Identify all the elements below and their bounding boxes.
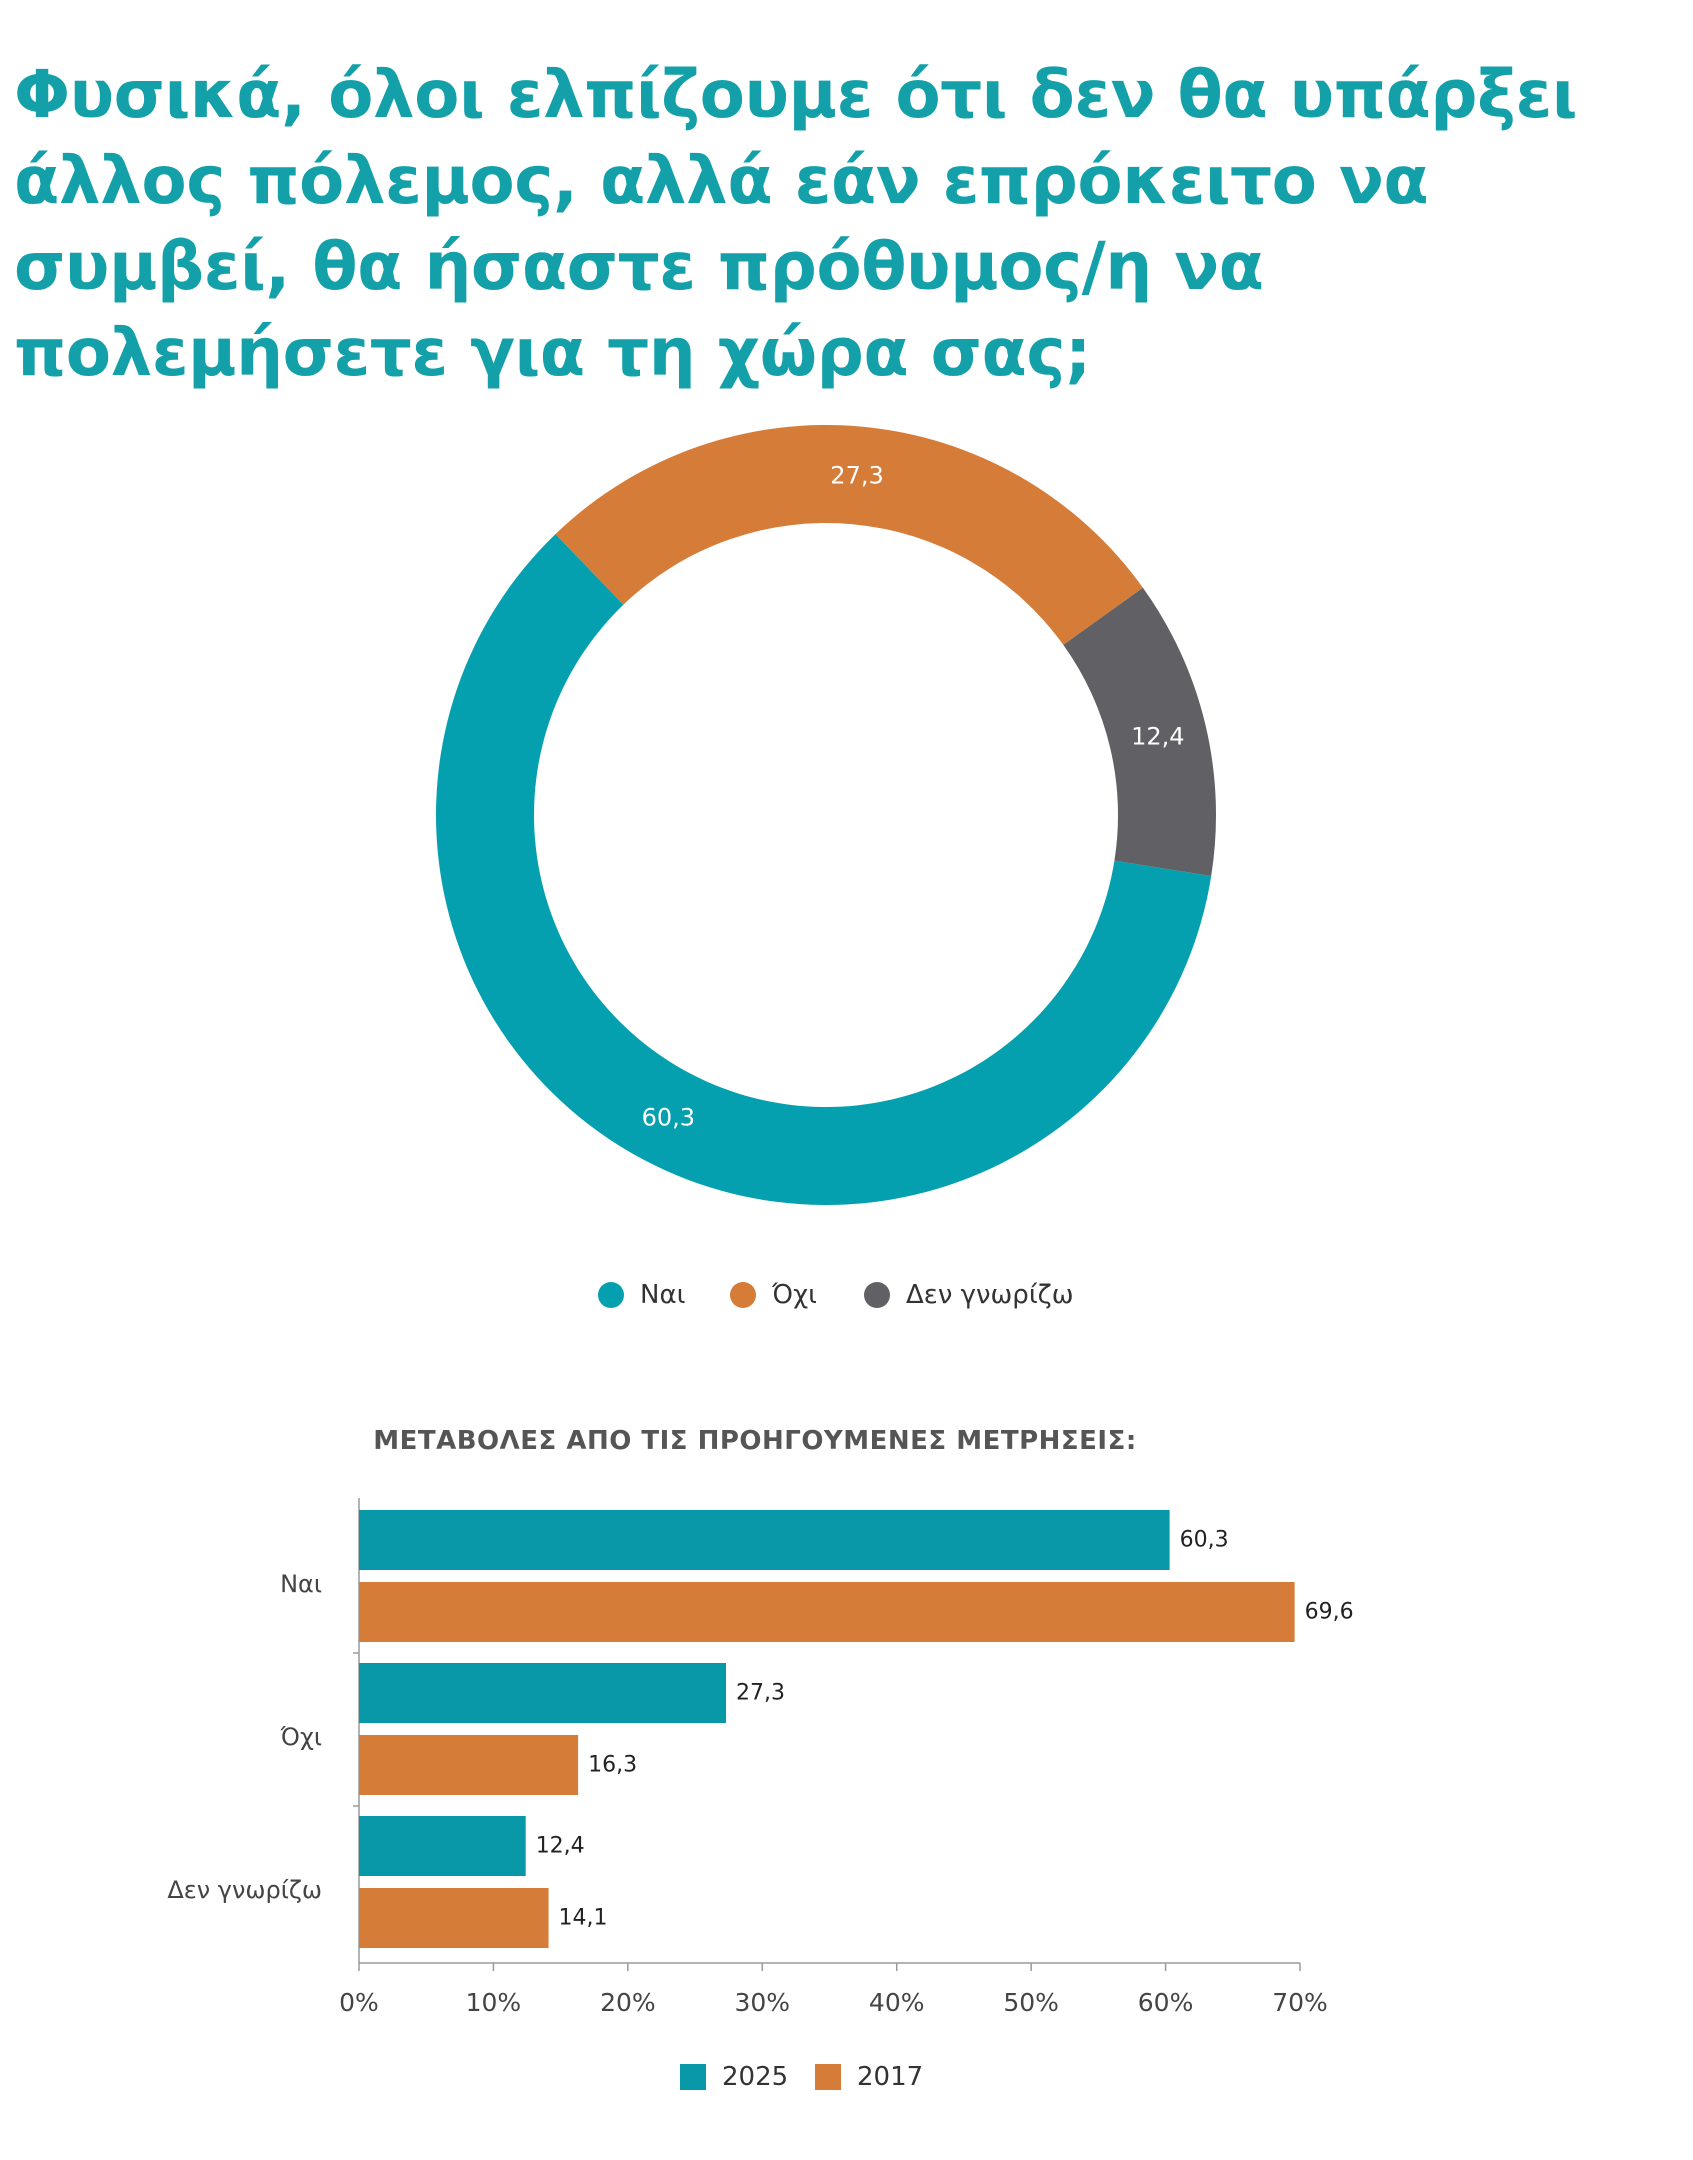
x-tick-label: 50%	[1003, 1988, 1059, 2017]
legend-item-2017: 2017	[815, 2062, 923, 2092]
donut-value-label: 60,3	[642, 1103, 695, 1131]
x-tick-label: 10%	[466, 1988, 522, 2017]
bar-value-label: 14,1	[559, 1906, 608, 1931]
bar-value-label: 69,6	[1305, 1600, 1354, 1625]
x-tick-label: 0%	[339, 1988, 379, 2017]
category-label-nai: Ναι	[280, 1570, 322, 1598]
legend-dot	[864, 1282, 890, 1308]
category-label-den-gnorizo: Δεν γνωρίζω	[167, 1876, 322, 1904]
legend-item-2025: 2025	[680, 2062, 788, 2092]
legend-label: Δεν γνωρίζω	[906, 1280, 1074, 1310]
legend-swatch	[680, 2064, 706, 2090]
legend-item-den-gnorizo: Δεν γνωρίζω	[864, 1280, 1074, 1310]
x-tick-label: 30%	[734, 1988, 790, 2017]
bar-nai-2017	[359, 1582, 1295, 1642]
bar-chart-title: ΜΕΤΑΒΟΛΕΣ ΑΠΟ ΤΙΣ ΠΡΟΗΓΟΥΜΕΝΕΣ ΜΕΤΡΗΣΕΙΣ…	[373, 1426, 1137, 1456]
bar-ochi-2025	[359, 1663, 726, 1723]
legend-item-nai: Ναι	[598, 1280, 685, 1310]
page-title: Φυσικά, όλοι ελπίζουμε ότι δεν θα υπάρξε…	[14, 56, 1577, 391]
bar-ochi-2017	[359, 1735, 579, 1795]
donut-slice-den-gnorizo	[1063, 587, 1217, 877]
legend-dot	[730, 1282, 756, 1308]
bar-value-label: 60,3	[1180, 1528, 1229, 1553]
donut-chart: 60,3 27,3 12,4	[436, 425, 1217, 1205]
x-tick-label: 70%	[1272, 1988, 1328, 2017]
category-label-ochi: Όχι	[280, 1723, 322, 1751]
bar-value-label: 27,3	[736, 1681, 785, 1706]
legend-swatch	[815, 2064, 841, 2090]
bar-value-label: 12,4	[536, 1834, 585, 1859]
x-tick-label: 20%	[600, 1988, 656, 2017]
legend-label: Όχι	[772, 1280, 817, 1310]
bar-value-label: 16,3	[588, 1753, 637, 1778]
donut-value-label: 27,3	[830, 461, 883, 489]
legend-dot	[598, 1282, 624, 1308]
legend-label: 2025	[722, 2062, 789, 2092]
donut-value-label: 12,4	[1131, 722, 1184, 750]
legend-label: Ναι	[640, 1280, 686, 1310]
donut-slice-ochi	[555, 425, 1143, 645]
bar-den-gnorizo-2025	[359, 1816, 526, 1876]
donut-slice-nai	[436, 534, 1212, 1205]
legend-label: 2017	[857, 2062, 924, 2092]
x-tick-label: 60%	[1138, 1988, 1194, 2017]
x-tick-label: 40%	[869, 1988, 925, 2017]
legend-item-ochi: Όχι	[730, 1280, 817, 1310]
bar-nai-2025	[359, 1510, 1170, 1570]
bar-den-gnorizo-2017	[359, 1888, 549, 1948]
bar-chart: 0% 10% 20% 30% 40% 50% 60% 70% Ναι 60,3 69,6 Όχι 27,…	[167, 1498, 1354, 2017]
